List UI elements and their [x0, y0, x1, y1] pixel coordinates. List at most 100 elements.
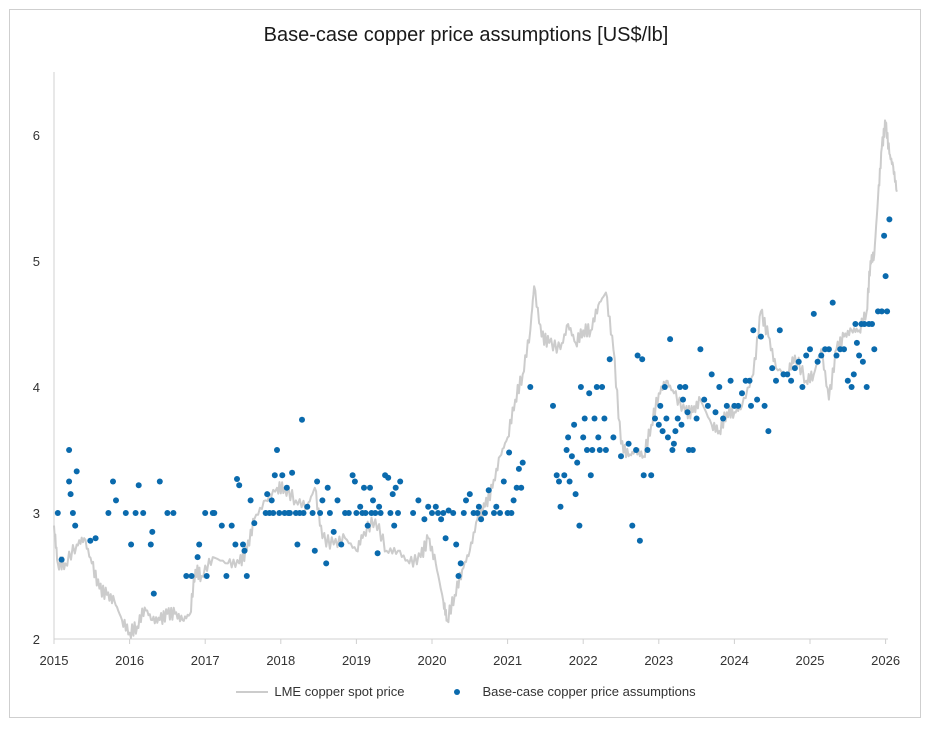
legend-line-swatch: [236, 690, 269, 693]
assumption-point: [72, 522, 79, 529]
assumption-point: [553, 472, 560, 479]
assumption-point: [194, 554, 201, 561]
assumption-point: [818, 352, 825, 359]
y-tick-label: 3: [33, 506, 40, 521]
assumption-point: [326, 510, 333, 516]
assumption-point: [599, 384, 606, 390]
assumption-point: [861, 321, 868, 327]
assumption-point: [886, 216, 893, 223]
assumption-point: [750, 327, 757, 334]
assumption-point: [276, 510, 283, 516]
assumption-point: [682, 384, 689, 390]
assumption-point: [663, 415, 670, 422]
spot-price-line: [53, 119, 898, 639]
assumption-point: [587, 472, 594, 479]
assumption-point: [565, 434, 572, 441]
assumption-point: [67, 491, 74, 498]
assumption-point: [500, 478, 507, 485]
assumption-point: [135, 482, 142, 489]
legend-item-spot: LME copper spot price: [236, 684, 404, 699]
assumption-point: [697, 346, 704, 353]
assumption-point: [852, 321, 859, 327]
assumption-point: [466, 491, 473, 498]
assumption-point: [66, 478, 73, 485]
assumption-point: [330, 528, 337, 535]
chart-frame: [9, 9, 921, 718]
assumption-point: [150, 590, 157, 597]
assumption-point: [518, 484, 525, 491]
assumption-point: [869, 321, 875, 327]
y-tick-label: 4: [33, 380, 40, 395]
assumption-point: [513, 484, 520, 491]
assumption-point: [684, 409, 691, 416]
assumption-point: [361, 484, 367, 491]
assumption-point: [670, 440, 677, 447]
assumption-point: [576, 522, 583, 529]
assumption-point: [367, 484, 373, 491]
assumption-point: [636, 537, 643, 544]
assumption-point: [571, 421, 578, 428]
assumption-point: [639, 356, 646, 363]
assumption-point: [319, 497, 326, 504]
assumption-point: [602, 447, 609, 453]
assumption-point: [589, 447, 596, 453]
assumption-point: [689, 447, 696, 453]
assumption-point: [147, 541, 154, 548]
x-tick-label: 2016: [115, 653, 144, 668]
assumption-point: [712, 409, 719, 416]
assumption-point: [362, 510, 369, 516]
x-tick-label: 2024: [720, 653, 749, 668]
assumption-point: [247, 497, 254, 504]
chart-legend: LME copper spot price Base-case copper p…: [0, 684, 932, 699]
assumption-point: [776, 327, 783, 334]
assumption-point: [841, 346, 847, 353]
assumption-point: [848, 384, 855, 390]
assumption-point: [357, 503, 364, 510]
assumption-point: [629, 522, 636, 529]
assumption-point: [372, 510, 379, 516]
assumption-point: [164, 510, 171, 516]
assumption-point: [618, 453, 624, 460]
y-tick-label: 5: [33, 254, 40, 269]
assumption-point: [453, 541, 460, 548]
assumption-point: [674, 415, 681, 422]
assumption-point: [478, 516, 485, 523]
assumption-point: [508, 510, 515, 516]
assumption-point: [669, 447, 676, 453]
assumption-point: [474, 510, 481, 516]
x-tick-label: 2023: [644, 653, 673, 668]
assumption-point: [773, 377, 779, 384]
assumption-point: [69, 510, 76, 516]
assumption-point: [251, 520, 258, 527]
assumption-point: [672, 428, 679, 435]
y-tick-label: 2: [33, 632, 40, 647]
assumption-point: [113, 497, 119, 504]
assumption-point: [648, 472, 655, 479]
assumption-point: [415, 497, 422, 504]
assumption-point: [708, 371, 715, 378]
assumption-point: [314, 478, 321, 485]
assumption-point: [395, 510, 401, 516]
assumption-point: [485, 487, 492, 494]
assumption-point: [825, 346, 832, 353]
assumption-point: [527, 384, 534, 390]
assumption-point: [739, 390, 745, 397]
assumption-point: [850, 371, 857, 378]
legend-label-spot: LME copper spot price: [274, 684, 405, 699]
assumption-point: [881, 232, 888, 239]
assumption-point: [317, 510, 324, 516]
assumption-point: [596, 447, 603, 453]
assumption-point: [829, 299, 836, 306]
assumption-point: [232, 541, 239, 548]
assumption-point: [481, 510, 488, 516]
assumption-point: [309, 510, 316, 516]
assumption-point: [550, 402, 556, 409]
assumption-point: [455, 573, 462, 579]
assumption-point: [410, 510, 417, 516]
assumption-point: [833, 352, 840, 359]
assumption-point: [122, 510, 129, 516]
assumption-point: [432, 503, 439, 510]
assumption-point: [351, 478, 358, 485]
assumption-point: [634, 352, 641, 359]
